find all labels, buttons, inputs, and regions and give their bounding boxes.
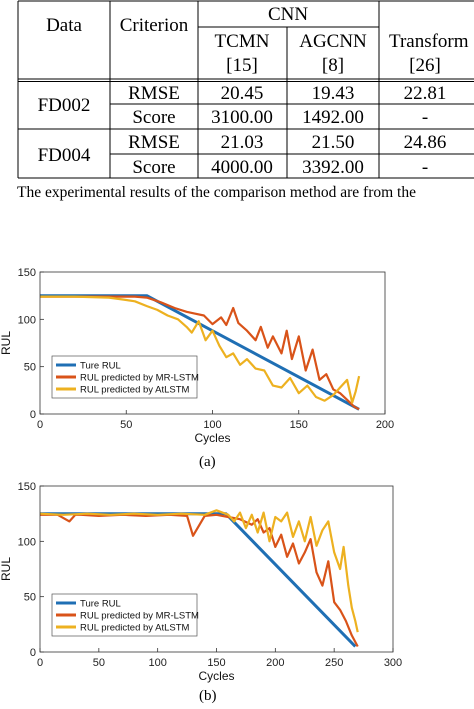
chart-a-y-tick-label: 100 [18,314,36,326]
figure-a-label: (a) [199,454,216,470]
chart-b-x-tick-label: 200 [266,657,284,669]
cell-value: 20.45 [221,83,264,104]
cell-value: - [422,157,428,178]
table-rules [17,0,474,179]
cell-value: 3100.00 [211,107,273,128]
row-criterion: Score [132,107,175,128]
header-transformer-ref: [26] [409,55,441,76]
chart-b-legend-entry: Ture RUL [80,599,121,610]
cell-value: 21.03 [221,132,264,153]
row-criterion: RMSE [128,132,180,153]
chart-a-x-tick-label: 100 [203,419,221,431]
chart-a-legend-entry: RUL predicted by MR-LSTM [80,373,199,384]
header-criterion: Criterion [120,15,189,36]
chart-b-legend-entry: RUL predicted by AtLSTM [80,623,190,634]
chart-a-legend-entry: Ture RUL [80,361,121,372]
chart-b-legend-entry: RUL predicted by MR-LSTM [80,611,199,622]
table-note: The experimental results of the comparis… [17,184,416,201]
cell-value: 4000.00 [211,157,273,178]
chart-b-x-tick-label: 50 [93,657,105,669]
figure-b-label: (b) [199,688,217,704]
header-tcmn-ref: [15] [226,55,258,76]
chart-a-legend [51,355,198,399]
chart-b-y-tick-label: 150 [18,481,36,493]
chart-a-series-line-3 [40,295,361,404]
figure-b-chart: 0 50 100 150 200 250 300050100150CyclesRULTure… [0,481,402,683]
chart-b-series-line-3 [39,509,359,633]
chart-b-x-tick-label: 250 [325,657,343,669]
row-criterion: Score [132,157,175,178]
chart-b-x-axis-label: Cycles [198,669,234,683]
header-tcmn: TCMN [215,31,270,52]
row-dataset-fd002: FD002 [38,95,91,116]
chart-b-x-tick-label: 300 [384,657,402,669]
chart-a-y-tick-label: 0 [30,409,36,421]
chart-b-legend [51,593,198,637]
chart-a-x-tick-label: 0 [37,419,43,431]
header-cnn-group: CNN [268,4,308,25]
cell-value: 22.81 [404,83,447,104]
chart-a-y-tick-label: 150 [18,267,36,279]
chart-a-x-tick-label: 50 [120,419,132,431]
chart-b-x-tick-label: 0 [37,657,43,669]
cell-value: - [422,107,428,128]
cell-value: 19.43 [312,83,355,104]
row-criterion: RMSE [128,83,180,104]
results-table: Data Criterion CNN TCMN [15] AGCNN [8] T… [17,0,474,179]
cell-value: 1492.00 [302,107,364,128]
cell-value: 3392.00 [302,157,364,178]
chart-b-x-tick-label: 100 [148,657,166,669]
chart-b-y-tick-label: 100 [18,536,36,548]
chart-a-x-tick-label: 200 [376,419,394,431]
chart-a-y-tick-label: 50 [24,362,36,374]
header-transformer: Transform [389,31,469,52]
chart-a-legend-entry: RUL predicted by AtLSTM [80,385,190,396]
cell-value: 21.50 [312,132,355,153]
row-dataset-fd004: FD004 [38,145,91,166]
header-data: Data [46,15,82,36]
header-agcnn: AGCNN [299,31,367,52]
chart-b-y-tick-label: 0 [30,647,36,659]
results-table-region: Data Criterion CNN TCMN [15] AGCNN [8] T… [0,0,474,185]
chart-a-series-line-2 [40,295,360,411]
chart-b-y-tick-label: 50 [24,592,36,604]
header-agcnn-ref: [8] [322,55,344,76]
chart-a-x-tick-label: 150 [290,419,308,431]
chart-b-y-axis-label: RUL [0,557,13,581]
chart-a-y-axis-label: RUL [0,331,13,355]
cell-value: 24.86 [404,132,447,153]
chart-a-x-axis-label: Cycles [194,431,230,445]
chart-b-x-tick-label: 150 [207,657,225,669]
